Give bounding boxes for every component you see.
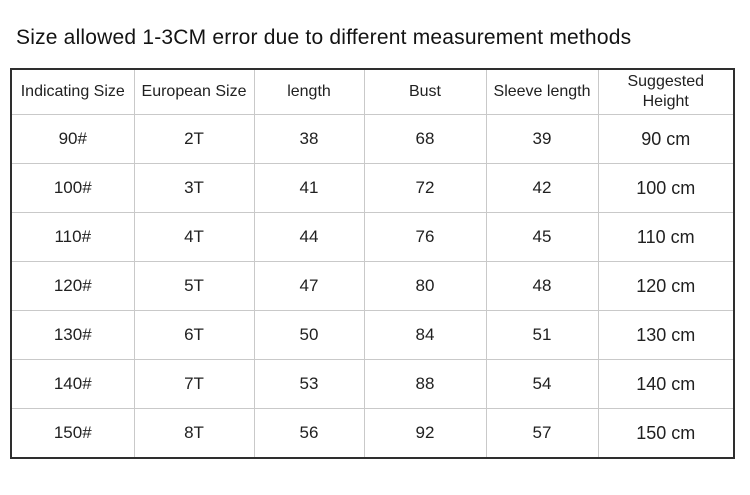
- cell-european-size: 7T: [133, 359, 255, 409]
- cell-length: 41: [253, 163, 365, 213]
- cell-bust: 92: [363, 408, 487, 459]
- table-row-130: 130# 6T 50 84 51 130 cm: [10, 310, 735, 360]
- cell-length: 56: [253, 408, 365, 459]
- table-row-140: 140# 7T 53 88 54 140 cm: [10, 359, 735, 409]
- cell-sleeve-length: 51: [485, 310, 599, 360]
- size-chart-table: Indicating Size European Size length Bus…: [10, 68, 735, 459]
- cell-sleeve-length: 45: [485, 212, 599, 262]
- table-row-90: 90# 2T 38 68 39 90 cm: [10, 114, 735, 164]
- col-header-indicating-size: Indicating Size: [10, 68, 135, 115]
- page-title: Size allowed 1-3CM error due to differen…: [16, 26, 632, 49]
- cell-european-size: 2T: [133, 114, 255, 164]
- cell-suggested-height: 120 cm: [597, 261, 735, 311]
- suggested-height-label: Suggested Height: [627, 73, 704, 110]
- cell-bust: 72: [363, 163, 487, 213]
- cell-indicating-size: 120#: [10, 261, 135, 311]
- cell-suggested-height: 150 cm: [597, 408, 735, 459]
- cell-length: 53: [253, 359, 365, 409]
- header-row: Indicating Size European Size length Bus…: [10, 68, 735, 115]
- cell-bust: 76: [363, 212, 487, 262]
- cell-sleeve-length: 42: [485, 163, 599, 213]
- cell-indicating-size: 100#: [10, 163, 135, 213]
- cell-bust: 68: [363, 114, 487, 164]
- cell-sleeve-length: 39: [485, 114, 599, 164]
- cell-european-size: 6T: [133, 310, 255, 360]
- cell-indicating-size: 110#: [10, 212, 135, 262]
- col-header-length: length: [253, 68, 365, 115]
- cell-suggested-height: 130 cm: [597, 310, 735, 360]
- cell-indicating-size: 150#: [10, 408, 135, 459]
- cell-bust: 88: [363, 359, 487, 409]
- cell-indicating-size: 140#: [10, 359, 135, 409]
- cell-sleeve-length: 48: [485, 261, 599, 311]
- cell-sleeve-length: 54: [485, 359, 599, 409]
- col-header-bust: Bust: [363, 68, 487, 115]
- cell-european-size: 4T: [133, 212, 255, 262]
- cell-european-size: 3T: [133, 163, 255, 213]
- cell-length: 50: [253, 310, 365, 360]
- cell-sleeve-length: 57: [485, 408, 599, 459]
- cell-bust: 84: [363, 310, 487, 360]
- cell-european-size: 8T: [133, 408, 255, 459]
- cell-length: 38: [253, 114, 365, 164]
- table-row-100: 100# 3T 41 72 42 100 cm: [10, 163, 735, 213]
- cell-european-size: 5T: [133, 261, 255, 311]
- col-header-european-size: European Size: [133, 68, 255, 115]
- cell-suggested-height: 100 cm: [597, 163, 735, 213]
- cell-bust: 80: [363, 261, 487, 311]
- table-row-110: 110# 4T 44 76 45 110 cm: [10, 212, 735, 262]
- table-row-150: 150# 8T 56 92 57 150 cm: [10, 408, 735, 459]
- cell-indicating-size: 90#: [10, 114, 135, 164]
- cell-suggested-height: 90 cm: [597, 114, 735, 164]
- cell-length: 47: [253, 261, 365, 311]
- col-header-sleeve-length: Sleeve length: [485, 68, 599, 115]
- cell-suggested-height: 110 cm: [597, 212, 735, 262]
- table-row-120: 120# 5T 47 80 48 120 cm: [10, 261, 735, 311]
- col-header-suggested-height: Suggested Height: [597, 68, 735, 115]
- cell-indicating-size: 130#: [10, 310, 135, 360]
- cell-suggested-height: 140 cm: [597, 359, 735, 409]
- cell-length: 44: [253, 212, 365, 262]
